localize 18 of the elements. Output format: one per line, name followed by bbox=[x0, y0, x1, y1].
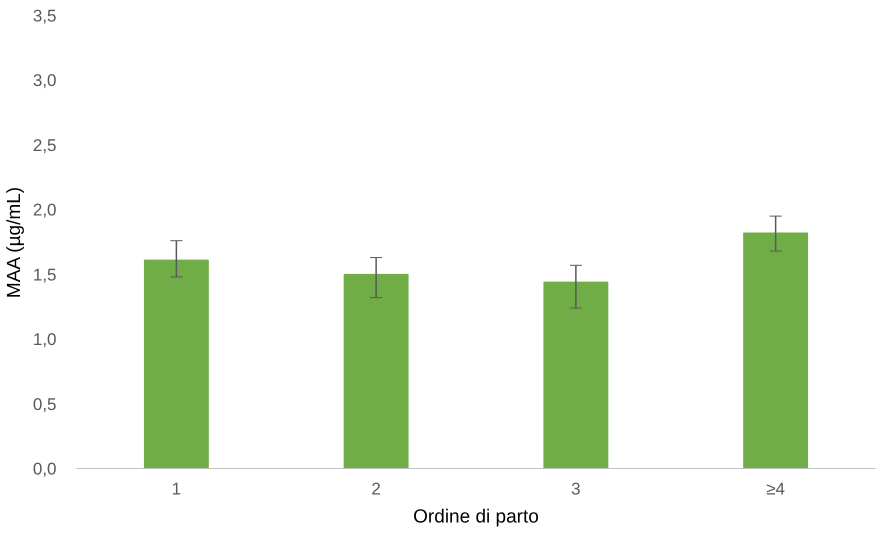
y-tick-label: 0,0 bbox=[32, 460, 57, 478]
bar bbox=[344, 274, 409, 468]
x-tick-label: ≥4 bbox=[766, 480, 786, 498]
y-axis-title: MAA (µg/mL) bbox=[4, 186, 25, 298]
y-tick-label: 2,0 bbox=[32, 200, 57, 220]
x-tick-label: 1 bbox=[172, 480, 182, 498]
bar bbox=[543, 282, 608, 468]
x-tick-label: 2 bbox=[371, 480, 381, 498]
y-tick-label: 3,0 bbox=[32, 71, 57, 90]
y-tick-label: 2,5 bbox=[32, 136, 57, 155]
bar bbox=[743, 232, 808, 468]
x-axis-title: Ordine di parto bbox=[413, 506, 539, 528]
y-tick-label: 3,5 bbox=[32, 6, 57, 26]
x-tick-label: 3 bbox=[571, 480, 581, 498]
y-tick-label: 0,5 bbox=[32, 394, 57, 414]
y-tick-label: 1,5 bbox=[32, 265, 57, 284]
y-tick-label: 1,0 bbox=[32, 330, 57, 350]
bar bbox=[144, 260, 209, 468]
